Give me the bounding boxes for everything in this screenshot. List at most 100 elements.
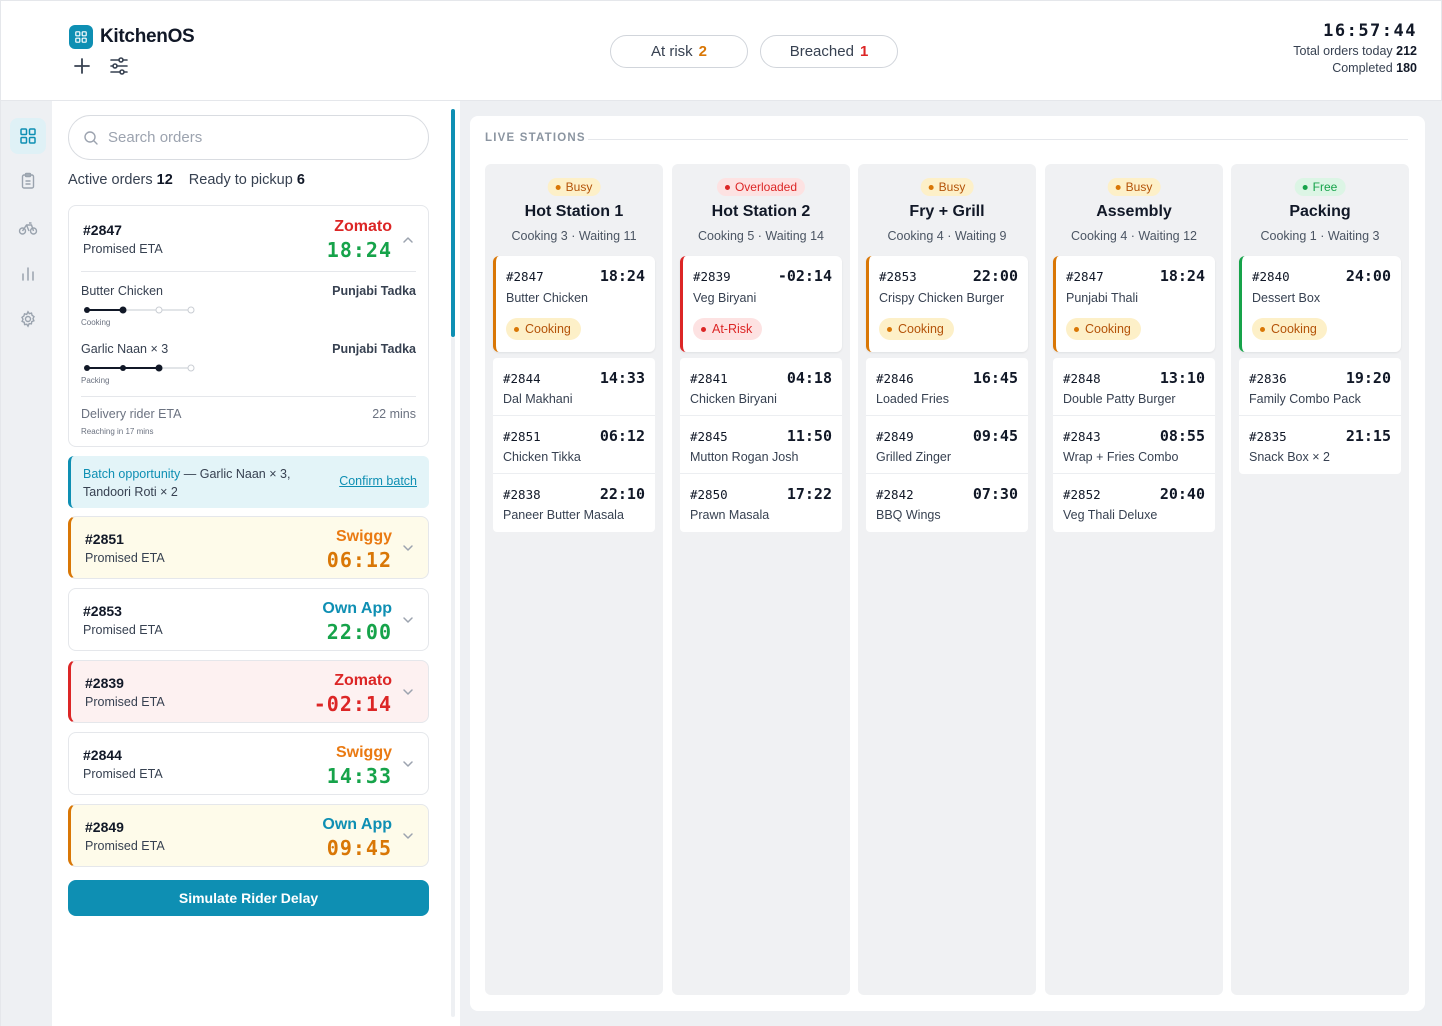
ticket-time: 22:00 <box>972 267 1018 285</box>
rider-eta-label: Delivery rider ETA <box>81 407 182 421</box>
at-risk-pill[interactable]: At risk 2 <box>610 35 748 68</box>
station-status-badge: Busy <box>920 178 974 196</box>
at-risk-count: 2 <box>698 43 707 60</box>
queue-item[interactable]: #2843 08:55 Wrap + Fries Combo <box>1053 416 1215 474</box>
ticket-time: -02:14 <box>777 267 832 285</box>
ticket-item: Crispy Chicken Burger <box>879 291 1005 305</box>
chevron-down-icon[interactable] <box>401 685 415 699</box>
queue-item[interactable]: #2850 17:22 Prawn Masala <box>690 485 832 522</box>
promised-eta-label: Promised ETA <box>83 767 163 781</box>
status-tag: At-Risk <box>693 318 763 340</box>
active-ticket[interactable]: #2840 24:00 Dessert Box Cooking <box>1239 256 1401 352</box>
breached-pill[interactable]: Breached 1 <box>760 35 898 68</box>
promised-eta-label: Promised ETA <box>85 839 165 853</box>
queue-list: #2836 19:20 Family Combo Pack #2835 21:15 Sn… <box>1239 358 1401 474</box>
order-card[interactable]: #2849 Promised ETA Own App 09:45 <box>68 804 429 867</box>
active-ticket[interactable]: #2853 22:00 Crispy Chicken Burger Cookin… <box>866 256 1028 352</box>
ticket-item: Veg Biryani <box>693 291 757 305</box>
vendor-name: Own App <box>322 600 392 617</box>
station-summary: Cooking 4 · Waiting 12 <box>1071 229 1197 243</box>
plus-icon[interactable] <box>71 55 93 77</box>
queue-item[interactable]: #2842 07:30 BBQ Wings <box>876 485 1018 522</box>
station-summary: Cooking 1 · Waiting 3 <box>1260 229 1380 243</box>
queue-list: #2848 13:10 Double Patty Burger #2843 08:55… <box>1053 358 1215 532</box>
station-summary: Cooking 4 · Waiting 9 <box>887 229 1007 243</box>
breached-count: 1 <box>859 43 869 60</box>
search-box[interactable] <box>68 115 429 160</box>
order-card[interactable]: #2839 Promised ETA Zomato -02:14 <box>68 660 429 723</box>
sidebar-item-orders[interactable] <box>10 163 46 199</box>
batch-text: Batch opportunity — Garlic Naan × 3, Tan… <box>83 467 291 499</box>
queue-item[interactable]: #2849 09:45 Grilled Zinger <box>866 416 1028 474</box>
sliders-icon[interactable] <box>108 55 130 77</box>
ready-to-pickup-tab[interactable]: Ready to pickup 6 <box>188 172 305 188</box>
grid-icon <box>20 128 36 144</box>
order-id: #2844 <box>83 747 122 763</box>
queue-item[interactable]: #2844 14:33 Dal Makhani <box>493 358 655 416</box>
queue-item[interactable]: #2846 16:45 Loaded Fries <box>866 358 1028 416</box>
order-card-expanded[interactable]: #2847 Promised ETA Zomato 18:24 Butter C… <box>68 205 429 447</box>
vendor-name: Swiggy <box>335 528 392 545</box>
promised-eta-label: Promised ETA <box>83 242 163 256</box>
active-orders-tab[interactable]: Active orders 12 <box>68 172 173 188</box>
station-name: Hot Station 1 <box>524 203 624 220</box>
ticket-id: #2847 <box>506 269 544 284</box>
chevron-down-icon[interactable] <box>401 541 415 555</box>
chevron-up-icon[interactable] <box>401 233 415 247</box>
rider-reaching-text: Reaching in 17 mins <box>81 427 154 436</box>
orders-scrollbar-thumb[interactable] <box>451 109 455 337</box>
order-eta: 22:00 <box>326 620 392 644</box>
station-column: Busy Hot Station 1 Cooking 3 · Waiting 1… <box>485 164 663 995</box>
sidebar-item-riders[interactable] <box>10 210 46 246</box>
at-risk-label: At risk <box>650 43 693 60</box>
status-tag: Cooking <box>1066 318 1141 340</box>
vendor-name: Own App <box>322 816 392 833</box>
queue-item[interactable]: #2852 20:40 Veg Thali Deluxe <box>1063 485 1205 522</box>
ticket-time: 24:00 <box>1345 267 1391 285</box>
order-eta: 06:12 <box>326 548 392 572</box>
simulate-rider-delay-button[interactable]: Simulate Rider Delay <box>68 880 429 916</box>
station-name: Hot Station 2 <box>711 203 811 220</box>
batch-opportunity: Batch opportunity — Garlic Naan × 3, Tan… <box>68 456 429 508</box>
chevron-down-icon[interactable] <box>401 613 415 627</box>
queue-item[interactable]: #2848 13:10 Double Patty Burger <box>1053 358 1215 416</box>
chevron-down-icon[interactable] <box>401 829 415 843</box>
chevron-down-icon[interactable] <box>401 757 415 771</box>
orders-scroll-track[interactable] <box>451 337 455 1017</box>
sidebar-item-analytics[interactable] <box>10 256 46 292</box>
station-column: Busy Assembly Cooking 4 · Waiting 12 #28… <box>1045 164 1223 995</box>
queue-item[interactable]: #2836 19:20 Family Combo Pack <box>1239 358 1401 416</box>
queue-item[interactable]: #2851 06:12 Chicken Tikka <box>493 416 655 474</box>
queue-list: #2844 14:33 Dal Makhani #2851 06:12 Chicken … <box>493 358 655 532</box>
active-ticket[interactable]: #2839 -02:14 Veg Biryani At-Risk <box>680 256 842 352</box>
order-card[interactable]: #2851 Promised ETA Swiggy 06:12 <box>68 516 429 579</box>
sidebar-item-settings[interactable] <box>10 301 46 337</box>
promised-eta-label: Promised ETA <box>83 623 163 637</box>
queue-list: #2846 16:45 Loaded Fries #2849 09:45 Grilled… <box>866 358 1028 532</box>
top-header: KitchenOS At risk 2 Breached 1 16:57:44 … <box>0 0 1442 101</box>
queue-item[interactable]: #2838 22:10 Paneer Butter Masala <box>503 485 645 522</box>
order-card[interactable]: #2853 Promised ETA Own App 22:00 <box>68 588 429 651</box>
queue-item[interactable]: #2835 21:15 Snack Box × 2 <box>1249 427 1391 464</box>
order-card[interactable]: #2844 Promised ETA Swiggy 14:33 <box>68 732 429 795</box>
divider <box>588 139 1408 140</box>
ticket-item: Dessert Box <box>1252 291 1321 305</box>
confirm-batch-link[interactable]: Confirm batch <box>339 474 417 488</box>
clock-time: 16:57:44 <box>1323 21 1417 41</box>
bar-chart-icon <box>22 267 34 281</box>
station-status-badge: Busy <box>547 178 601 196</box>
sidebar-item-dashboard[interactable] <box>10 118 46 154</box>
station-summary: Cooking 3 · Waiting 11 <box>511 229 637 243</box>
active-ticket[interactable]: #2847 18:24 Punjabi Thali Cooking <box>1053 256 1215 352</box>
promised-eta-label: Promised ETA <box>85 695 165 709</box>
queue-item[interactable]: #2845 11:50 Mutton Rogan Josh <box>680 416 842 474</box>
queue-item[interactable]: #2841 04:18 Chicken Biryani <box>680 358 842 416</box>
order-id: #2853 <box>83 603 122 619</box>
ticket-id: #2840 <box>1252 269 1290 284</box>
search-input[interactable] <box>108 129 398 146</box>
search-icon <box>84 130 98 145</box>
station-status-badge: Free <box>1294 178 1346 196</box>
active-ticket[interactable]: #2847 18:24 Butter Chicken Cooking <box>493 256 655 352</box>
order-eta: 18:24 <box>326 238 392 262</box>
order-id: #2851 <box>85 531 124 547</box>
